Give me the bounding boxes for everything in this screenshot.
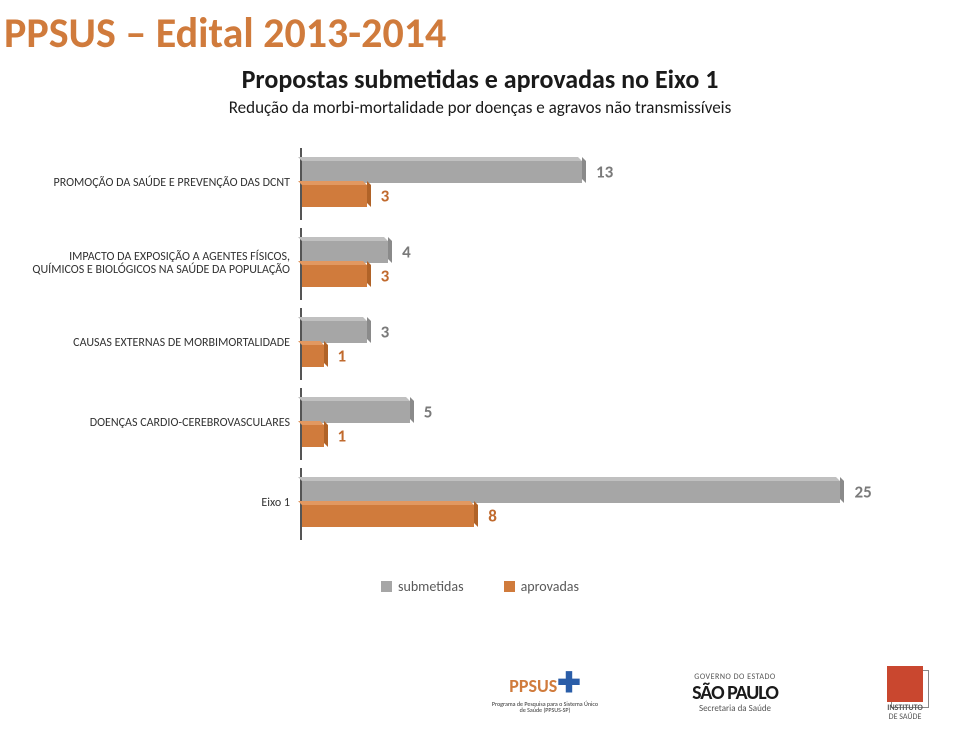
bar-value-aprovadas: 3 bbox=[381, 186, 390, 207]
chart-row: IMPACTO DA EXPOSIÇÃO A AGENTES FÍSICOS, … bbox=[20, 228, 920, 300]
bars-area: 133 bbox=[300, 148, 920, 220]
logo-ppsus: PPSUS✚ Programa de Pesquisa para o Siste… bbox=[490, 661, 600, 721]
bar-pair: 258 bbox=[302, 479, 840, 529]
chart-row: PROMOÇÃO DA SAÚDE E PREVENÇÃO DAS DCNT13… bbox=[20, 148, 920, 220]
bar-submetidas: 25 bbox=[302, 481, 840, 503]
category-label: Eixo 1 bbox=[20, 497, 300, 510]
bar-aprovadas: 8 bbox=[302, 505, 474, 527]
bars-area: 43 bbox=[300, 228, 920, 300]
bar-value-aprovadas: 3 bbox=[381, 266, 390, 287]
bar-pair: 51 bbox=[302, 399, 410, 449]
page-title: PPSUS – Edital 2013-2014 bbox=[0, 0, 960, 59]
logo-ppsus-sub: Programa de Pesquisa para o Sistema Únic… bbox=[490, 701, 600, 714]
logo-is-sub: DE SAÚDE bbox=[887, 713, 923, 722]
bar-value-submetidas: 5 bbox=[424, 402, 433, 423]
bar-value-submetidas: 13 bbox=[596, 162, 613, 183]
category-label: DOENÇAS CARDIO-CEREBROVASCULARES bbox=[20, 417, 300, 430]
bar-value-submetidas: 3 bbox=[381, 322, 390, 343]
chart-row: CAUSAS EXTERNAS DE MORBIMORTALIDADE31 bbox=[20, 308, 920, 380]
bar-value-aprovadas: 1 bbox=[338, 426, 347, 447]
footer-logos: PPSUS✚ Programa de Pesquisa para o Siste… bbox=[490, 661, 940, 721]
bar-aprovadas: 3 bbox=[302, 265, 367, 287]
chart-title: Propostas submetidas e aprovadas no Eixo… bbox=[0, 63, 960, 95]
legend: submetidas aprovadas bbox=[0, 578, 960, 595]
logo-sp-sub: Secretaria da Saúde bbox=[692, 704, 778, 714]
legend-swatch bbox=[381, 581, 392, 592]
bar-submetidas: 5 bbox=[302, 401, 410, 423]
plus-icon: ✚ bbox=[557, 665, 580, 700]
logo-sp-main: SÃO PAULO bbox=[692, 682, 778, 704]
bar-submetidas: 13 bbox=[302, 161, 582, 183]
bars-area: 31 bbox=[300, 308, 920, 380]
legend-label: aprovadas bbox=[521, 578, 579, 595]
bar-aprovadas: 1 bbox=[302, 425, 324, 447]
bar-aprovadas: 3 bbox=[302, 185, 367, 207]
bar-value-aprovadas: 1 bbox=[338, 346, 347, 367]
bars-area: 258 bbox=[300, 468, 920, 540]
category-label: PROMOÇÃO DA SAÚDE E PREVENÇÃO DAS DCNT bbox=[20, 177, 300, 190]
bar-pair: 133 bbox=[302, 159, 582, 209]
category-label: IMPACTO DA EXPOSIÇÃO A AGENTES FÍSICOS, … bbox=[20, 251, 300, 277]
legend-label: submetidas bbox=[398, 578, 464, 595]
bar-value-aprovadas: 8 bbox=[488, 506, 497, 527]
chart-area: PROMOÇÃO DA SAÚDE E PREVENÇÃO DAS DCNT13… bbox=[20, 148, 920, 568]
logo-ppsus-text: PPSUS bbox=[509, 675, 557, 697]
legend-swatch bbox=[504, 581, 515, 592]
bar-submetidas: 4 bbox=[302, 241, 388, 263]
legend-item: aprovadas bbox=[504, 578, 579, 595]
chart-row: DOENÇAS CARDIO-CEREBROVASCULARES51 bbox=[20, 388, 920, 460]
bars-area: 51 bbox=[300, 388, 920, 460]
bar-pair: 31 bbox=[302, 319, 367, 369]
chart-row: Eixo 1258 bbox=[20, 468, 920, 540]
chart-subtitle: Redução da morbi-mortalidade por doenças… bbox=[0, 97, 960, 118]
logo-is-square bbox=[887, 666, 923, 702]
bar-submetidas: 3 bbox=[302, 321, 367, 343]
bar-value-submetidas: 25 bbox=[854, 482, 871, 503]
logo-instituto: INSTITUTO DE SAÚDE bbox=[870, 666, 940, 721]
bar-pair: 43 bbox=[302, 239, 388, 289]
logo-saopaulo: GOVERNO DO ESTADO SÃO PAULO Secretaria d… bbox=[640, 666, 830, 721]
legend-item: submetidas bbox=[381, 578, 464, 595]
bar-aprovadas: 1 bbox=[302, 345, 324, 367]
category-label: CAUSAS EXTERNAS DE MORBIMORTALIDADE bbox=[20, 337, 300, 350]
bar-value-submetidas: 4 bbox=[402, 242, 411, 263]
